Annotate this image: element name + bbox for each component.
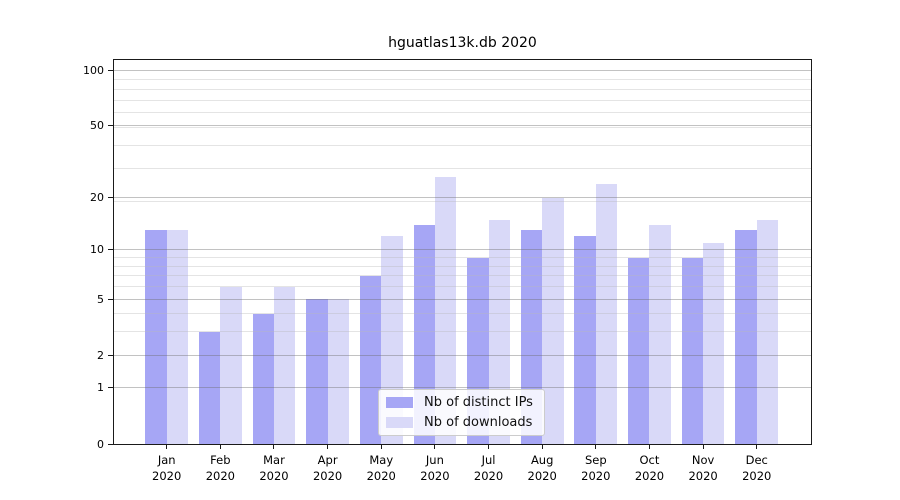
gridline-minor <box>114 168 811 170</box>
y-tick-label: 5 <box>97 292 104 306</box>
x-tick-mark <box>380 444 382 449</box>
gridline-minor <box>114 112 811 114</box>
x-tick-mark <box>219 444 221 449</box>
gridline-minor <box>114 286 811 288</box>
gridline-major <box>114 70 811 72</box>
y-tick-label: 1 <box>97 381 104 395</box>
bar-nb-of-distinct-ips-nov <box>681 257 704 444</box>
bar-nb-of-downloads-sep <box>595 183 618 444</box>
gridline-major <box>114 298 811 300</box>
x-tick-mark <box>541 444 543 449</box>
x-tick-mark <box>702 444 704 449</box>
bar-nb-of-downloads-jul <box>488 219 510 444</box>
legend-item-distinct-ips: Nb of distinct IPs <box>386 395 536 410</box>
y-tick-mark <box>108 443 113 445</box>
x-tick-label: Oct 2020 <box>634 453 665 483</box>
bar-nb-of-distinct-ips-dec <box>735 230 757 444</box>
gridline-minor <box>114 99 811 101</box>
gridline-minor <box>114 79 811 81</box>
gridline-major <box>114 197 811 199</box>
gridline-minor <box>114 145 811 147</box>
y-tick-label: 20 <box>90 191 104 205</box>
bar-nb-of-downloads-apr <box>327 299 349 444</box>
gridline-minor <box>114 201 811 203</box>
y-tick-mark <box>108 125 113 127</box>
legend-swatch-downloads-icon <box>386 417 413 428</box>
gridline-minor <box>114 126 811 128</box>
x-tick-mark <box>756 444 758 449</box>
gridline-minor <box>114 265 811 267</box>
bar-nb-of-distinct-ips-feb <box>198 331 221 444</box>
bar-nb-of-downloads-jun <box>434 177 457 444</box>
gridline-major <box>114 387 811 389</box>
gridline-minor <box>114 257 811 259</box>
bar-nb-of-downloads-oct <box>649 224 671 444</box>
y-tick-mark <box>108 298 113 300</box>
legend-item-downloads: Nb of downloads <box>386 415 536 430</box>
plot-area <box>114 60 811 444</box>
gridline-major <box>114 249 811 251</box>
x-tick-mark <box>595 444 597 449</box>
bar-nb-of-distinct-ips-mar <box>252 313 274 444</box>
bar-nb-of-distinct-ips-oct <box>628 257 650 444</box>
x-tick-label: Sep 2020 <box>581 453 611 483</box>
x-tick-label: Mar 2020 <box>259 453 289 483</box>
x-tick-label: Jun 2020 <box>420 453 450 483</box>
x-tick-label: Jul 2020 <box>473 453 504 483</box>
bar-nb-of-distinct-ips-apr <box>306 299 328 444</box>
bar-nb-of-distinct-ips-sep <box>574 236 596 444</box>
y-tick-mark <box>108 387 113 389</box>
x-tick-mark <box>273 444 275 449</box>
x-tick-label: Dec 2020 <box>742 453 772 483</box>
bar-nb-of-distinct-ips-jan <box>145 230 167 444</box>
y-tick-label: 50 <box>90 119 104 133</box>
bar-nb-of-downloads-feb <box>220 286 242 444</box>
x-tick-mark <box>434 444 436 449</box>
x-tick-mark <box>648 444 650 449</box>
bar-nb-of-downloads-dec <box>756 219 779 444</box>
bar-nb-of-downloads-jan <box>166 230 189 444</box>
gridline-minor <box>114 331 811 333</box>
y-tick-mark <box>108 249 113 251</box>
gridline-major <box>114 125 811 127</box>
y-tick-label: 2 <box>97 348 104 362</box>
bar-nb-of-downloads-nov <box>703 242 725 444</box>
y-tick-mark <box>108 354 113 356</box>
x-tick-mark <box>327 444 329 449</box>
y-tick-mark <box>108 197 113 199</box>
bar-nb-of-downloads-mar <box>273 286 296 444</box>
gridline-minor <box>114 313 811 315</box>
x-tick-label: Apr 2020 <box>312 453 343 483</box>
x-tick-mark <box>488 444 490 449</box>
gridline-major <box>114 354 811 356</box>
y-tick-label: 0 <box>97 437 104 451</box>
gridline-minor <box>114 275 811 277</box>
legend-label-distinct-ips: Nb of distinct IPs <box>424 395 533 410</box>
gridline-minor <box>114 88 811 90</box>
x-tick-label: May 2020 <box>366 453 396 483</box>
bar-nb-of-distinct-ips-may <box>359 275 382 444</box>
y-tick-label: 100 <box>83 64 104 78</box>
bar-nb-of-downloads-aug <box>542 197 564 444</box>
y-tick-label: 10 <box>90 243 104 257</box>
chart-title: hguatlas13k.db 2020 <box>388 35 537 51</box>
y-tick-mark <box>108 70 113 72</box>
x-tick-label: Aug 2020 <box>527 453 557 483</box>
x-tick-label: Nov 2020 <box>688 453 718 483</box>
x-tick-label: Jan 2020 <box>152 453 182 483</box>
x-tick-mark <box>166 444 168 449</box>
legend: Nb of distinct IPs Nb of downloads <box>378 389 545 436</box>
x-tick-label: Feb 2020 <box>205 453 235 483</box>
legend-swatch-distinct-ips-icon <box>386 397 413 408</box>
legend-label-downloads: Nb of downloads <box>424 415 533 430</box>
